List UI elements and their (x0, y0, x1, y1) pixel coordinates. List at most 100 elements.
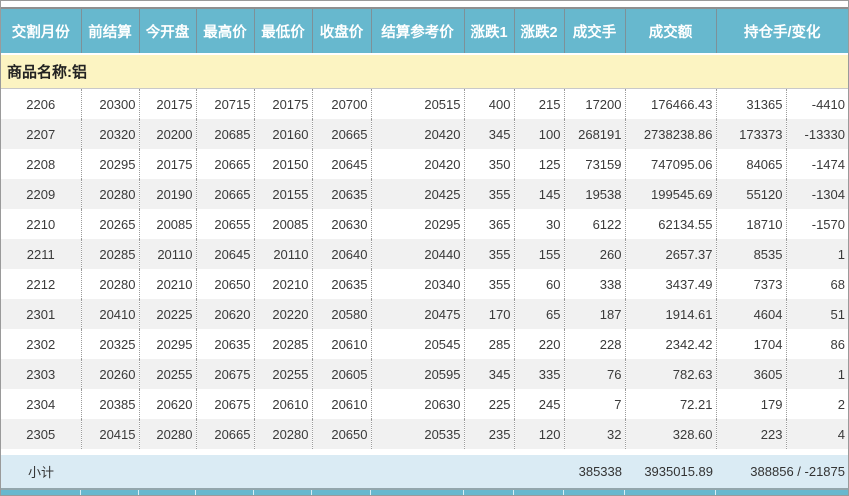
next-header-cell (716, 490, 848, 495)
cell-prev-settlement: 20320 (81, 119, 140, 149)
cell-settlement-ref-price: 20295 (371, 209, 465, 239)
cell-prev-settlement: 20325 (81, 329, 140, 359)
cell-volume-lots: 338 (564, 269, 626, 299)
column-header-high[interactable]: 最高价 (196, 9, 255, 55)
cell-high: 20665 (196, 149, 255, 179)
cell-low: 20280 (254, 419, 313, 452)
cell-change-2: 120 (514, 419, 565, 452)
cell-low: 20285 (254, 329, 313, 359)
cell-turnover: 1914.61 (625, 299, 717, 329)
cell-settlement-ref-price: 20595 (371, 359, 465, 389)
table-row[interactable]: 2302 20325 20295 20635 20285 20610 20545 285 220… (1, 329, 848, 359)
cell-close: 20610 (312, 329, 372, 359)
table-row[interactable]: 2301 20410 20225 20620 20220 20580 20475 170 65 1… (1, 299, 848, 329)
cell-prev-settlement: 20280 (81, 179, 140, 209)
cell-change-1: 400 (464, 88, 515, 119)
cell-high: 20620 (196, 299, 255, 329)
cell-high: 20675 (196, 389, 255, 419)
cell-close: 20665 (312, 119, 372, 149)
cell-delivery-month: 2304 (1, 389, 82, 419)
column-header-open-interest[interactable]: 持仓手/变化 (716, 9, 848, 55)
cell-settlement-ref-price: 20420 (371, 149, 465, 179)
cell-low: 20160 (254, 119, 313, 149)
cell-change-1: 225 (464, 389, 515, 419)
table-row[interactable]: 2206 20300 20175 20715 20175 20700 20515 400 215… (1, 88, 848, 119)
table-row[interactable]: 2303 20260 20255 20675 20255 20605 20595 345 335… (1, 359, 848, 389)
table-row[interactable]: 2208 20295 20175 20665 20150 20645 20420 350 125… (1, 149, 848, 179)
cell-delivery-month: 2207 (1, 119, 82, 149)
cell-open: 20175 (139, 149, 197, 179)
cell-delivery-month: 2301 (1, 299, 82, 329)
cell-high: 20635 (196, 329, 255, 359)
cell-oi-change: -1570 (811, 216, 845, 232)
cell-volume-lots: 268191 (564, 119, 626, 149)
cell-change-1: 355 (464, 179, 515, 209)
subtotal-label: 小计 (1, 449, 81, 488)
cell-close: 20650 (312, 419, 372, 452)
subtotal-spacer (81, 449, 564, 488)
cell-turnover: 782.63 (625, 359, 717, 389)
column-header-settlement-ref-price[interactable]: 结算参考价 (371, 9, 465, 55)
cell-change-2: 125 (514, 149, 565, 179)
column-header-open[interactable]: 今开盘 (139, 9, 197, 55)
column-header-change-2[interactable]: 涨跌2 (514, 9, 565, 55)
cell-oi-change: 1 (837, 246, 845, 262)
cell-open-interest: 7373 (716, 269, 787, 299)
cell-volume-lots: 32 (564, 419, 626, 452)
cell-turnover: 72.21 (625, 389, 717, 419)
table-row[interactable]: 2305 20415 20280 20665 20280 20650 20535 235 120… (1, 419, 848, 452)
cell-close: 20635 (312, 269, 372, 299)
column-header-delivery-month[interactable]: 交割月份 (1, 9, 82, 55)
cell-close: 20605 (312, 359, 372, 389)
cell-turnover: 747095.06 (625, 149, 717, 179)
cell-open-interest: 18710 (716, 209, 787, 239)
table-row[interactable]: 2304 20385 20620 20675 20610 20610 20630 225 245… (1, 389, 848, 419)
cell-open-interest: 8535 (716, 239, 787, 269)
cell-change-1: 345 (464, 359, 515, 389)
cell-volume-lots: 260 (564, 239, 626, 269)
column-header-low[interactable]: 最低价 (254, 9, 313, 55)
table-row[interactable]: 2209 20280 20190 20665 20155 20635 20425 355 145… (1, 179, 848, 209)
cell-open-interest: 179 (716, 389, 787, 419)
column-header-close[interactable]: 收盘价 (312, 9, 372, 55)
product-row: 商品名称:铝 (1, 54, 848, 89)
cell-close: 20640 (312, 239, 372, 269)
cell-oi-change: 4 (837, 426, 845, 442)
cell-open-interest: 3605 (716, 359, 787, 389)
cell-delivery-month: 2209 (1, 179, 82, 209)
table-row[interactable]: 2207 20320 20200 20685 20160 20665 20420 345 100… (1, 119, 848, 149)
cell-open: 20200 (139, 119, 197, 149)
cell-change-1: 365 (464, 209, 515, 239)
cell-open: 20085 (139, 209, 197, 239)
product-name: 商品名称:铝 (1, 54, 848, 89)
cell-oi-change: 2 (837, 396, 845, 412)
cell-volume-lots: 228 (564, 329, 626, 359)
table-row[interactable]: 2210 20265 20085 20655 20085 20630 20295 365 30 6… (1, 209, 848, 239)
cell-open: 20175 (139, 88, 197, 119)
cell-turnover: 2657.37 (625, 239, 717, 269)
cell-prev-settlement: 20265 (81, 209, 140, 239)
column-header-prev-settlement[interactable]: 前结算 (81, 9, 140, 55)
cell-low: 20155 (254, 179, 313, 209)
next-header-cell (464, 490, 514, 495)
subtotal-turnover: 3935015.89 (625, 449, 716, 488)
cell-prev-settlement: 20300 (81, 88, 140, 119)
cell-oi-change: 86 (830, 336, 845, 352)
column-header-volume-lots[interactable]: 成交手 (564, 9, 626, 55)
table-row[interactable]: 2211 20285 20110 20645 20110 20640 20440 355 155… (1, 239, 848, 269)
cell-settlement-ref-price: 20440 (371, 239, 465, 269)
cell-open: 20295 (139, 329, 197, 359)
cell-high: 20715 (196, 88, 255, 119)
cell-change-1: 345 (464, 119, 515, 149)
cell-change-1: 355 (464, 239, 515, 269)
cell-close: 20580 (312, 299, 372, 329)
column-header-turnover[interactable]: 成交额 (625, 9, 717, 55)
cell-delivery-month: 2211 (1, 239, 82, 269)
header-row: 交割月份 前结算 今开盘 最高价 最低价 收盘价 结算参考价 涨跌1 涨跌2 成交手 成交额 持仓手/… (1, 9, 848, 55)
table-row[interactable]: 2212 20280 20210 20650 20210 20635 20340 355 60 3… (1, 269, 848, 299)
cell-open: 20210 (139, 269, 197, 299)
column-header-change-1[interactable]: 涨跌1 (464, 9, 515, 55)
cell-open-interest: 31365 (716, 88, 787, 119)
cell-delivery-month: 2208 (1, 149, 82, 179)
